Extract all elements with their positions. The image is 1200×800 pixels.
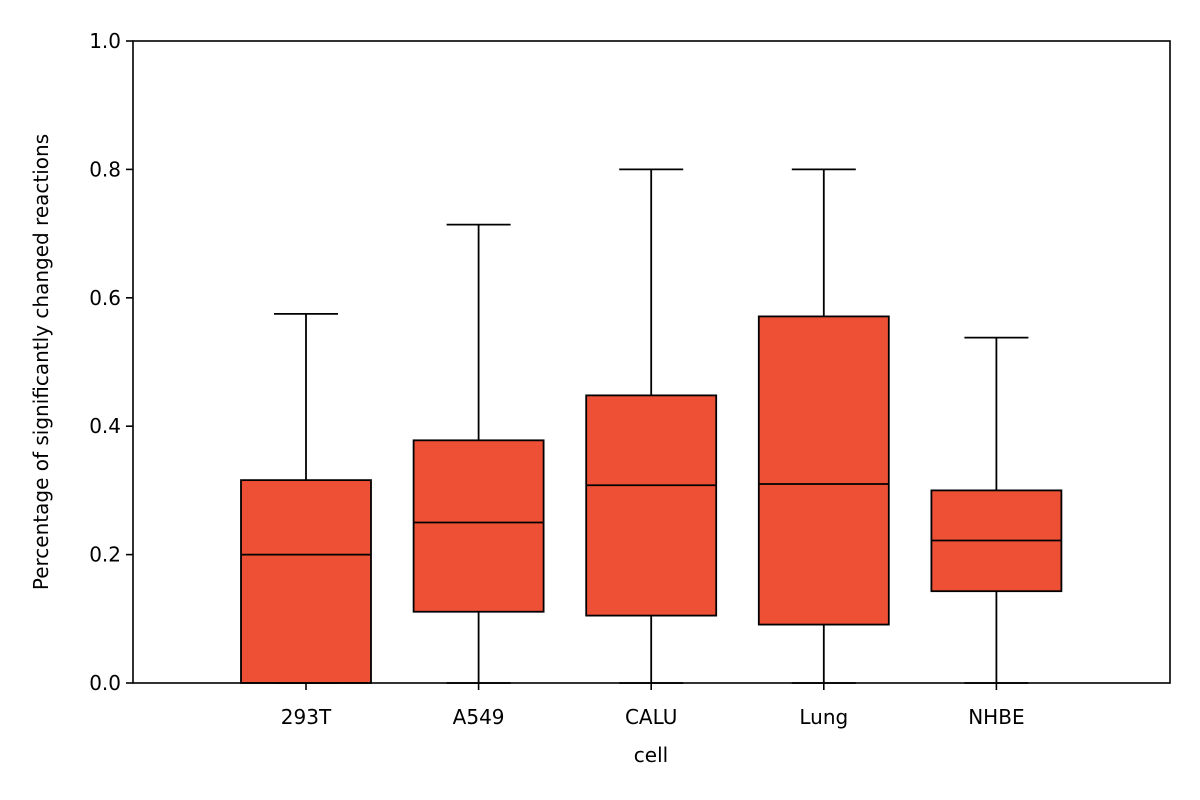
x-tick-label: 293T [281, 705, 332, 729]
box-293T [240, 312, 372, 684]
y-axis-title: Percentage of significantly changed reac… [29, 134, 53, 590]
box-Lung [757, 168, 890, 684]
x-tick-label: A549 [453, 705, 505, 729]
y-tick-label: 0.4 [89, 414, 121, 438]
x-tick-label: NHBE [968, 705, 1024, 729]
x-axis-title: cell [634, 743, 668, 767]
iqr-box [757, 315, 890, 626]
y-tick-label: 0.2 [89, 543, 121, 567]
x-tick-label: Lung [799, 705, 848, 729]
iqr-box [585, 394, 718, 617]
box-CALU [585, 168, 718, 684]
iqr-box [412, 439, 545, 613]
y-tick-label: 1.0 [89, 29, 121, 53]
box-NHBE [930, 336, 1063, 684]
iqr-box [240, 479, 372, 684]
x-tick-label: CALU [625, 705, 677, 729]
y-tick-label: 0.8 [89, 157, 121, 181]
x-axis: 293T A549 CALU Lung NHBE [281, 683, 1025, 729]
y-tick-label: 0.6 [89, 286, 121, 310]
y-tick-label: 0.0 [89, 671, 121, 695]
box-A549 [412, 223, 545, 684]
y-axis: 0.0 0.2 0.4 0.6 0.8 1.0 [89, 29, 133, 695]
boxes-layer [240, 168, 1063, 684]
